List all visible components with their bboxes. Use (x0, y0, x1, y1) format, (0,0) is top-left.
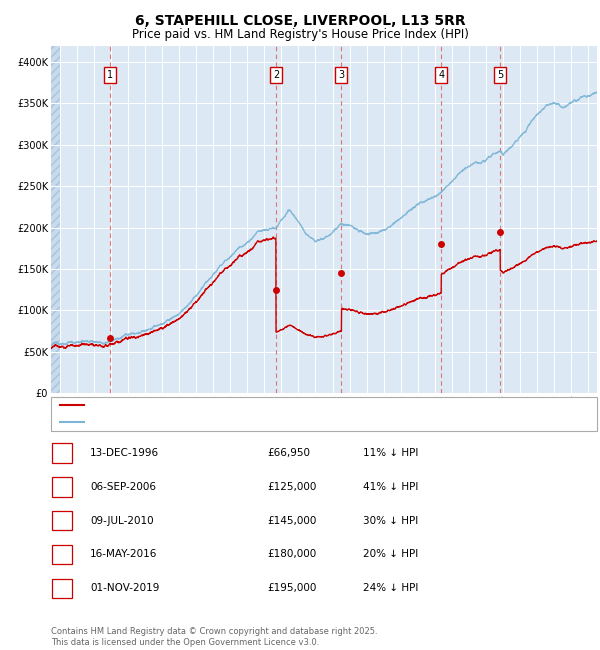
Text: 5: 5 (497, 70, 503, 80)
Text: 2: 2 (273, 70, 279, 80)
Text: 3: 3 (338, 70, 344, 80)
Text: 4: 4 (59, 549, 65, 560)
Text: 41% ↓ HPI: 41% ↓ HPI (363, 482, 418, 492)
Text: £66,950: £66,950 (267, 448, 310, 458)
Text: 11% ↓ HPI: 11% ↓ HPI (363, 448, 418, 458)
Text: 2: 2 (59, 482, 65, 492)
Text: 5: 5 (59, 583, 65, 593)
Text: 30% ↓ HPI: 30% ↓ HPI (363, 515, 418, 526)
Text: 01-NOV-2019: 01-NOV-2019 (90, 583, 160, 593)
Text: Price paid vs. HM Land Registry's House Price Index (HPI): Price paid vs. HM Land Registry's House … (131, 28, 469, 41)
Text: £195,000: £195,000 (267, 583, 316, 593)
Text: 24% ↓ HPI: 24% ↓ HPI (363, 583, 418, 593)
Text: 1: 1 (59, 448, 65, 458)
Text: £180,000: £180,000 (267, 549, 316, 560)
Text: 6, STAPEHILL CLOSE, LIVERPOOL, L13 5RR: 6, STAPEHILL CLOSE, LIVERPOOL, L13 5RR (134, 14, 466, 29)
Text: 20% ↓ HPI: 20% ↓ HPI (363, 549, 418, 560)
Text: 06-SEP-2006: 06-SEP-2006 (90, 482, 156, 492)
Text: 13-DEC-1996: 13-DEC-1996 (90, 448, 159, 458)
Text: 16-MAY-2016: 16-MAY-2016 (90, 549, 157, 560)
Text: 4: 4 (438, 70, 444, 80)
Text: £125,000: £125,000 (267, 482, 316, 492)
Text: 1: 1 (107, 70, 113, 80)
Text: 09-JUL-2010: 09-JUL-2010 (90, 515, 154, 526)
Text: £145,000: £145,000 (267, 515, 316, 526)
Text: Contains HM Land Registry data © Crown copyright and database right 2025.
This d: Contains HM Land Registry data © Crown c… (51, 627, 377, 647)
Text: HPI: Average price, detached house, Liverpool: HPI: Average price, detached house, Live… (89, 417, 329, 427)
Text: 6, STAPEHILL CLOSE, LIVERPOOL, L13 5RR (detached house): 6, STAPEHILL CLOSE, LIVERPOOL, L13 5RR (… (89, 400, 403, 410)
Text: 3: 3 (59, 515, 65, 526)
